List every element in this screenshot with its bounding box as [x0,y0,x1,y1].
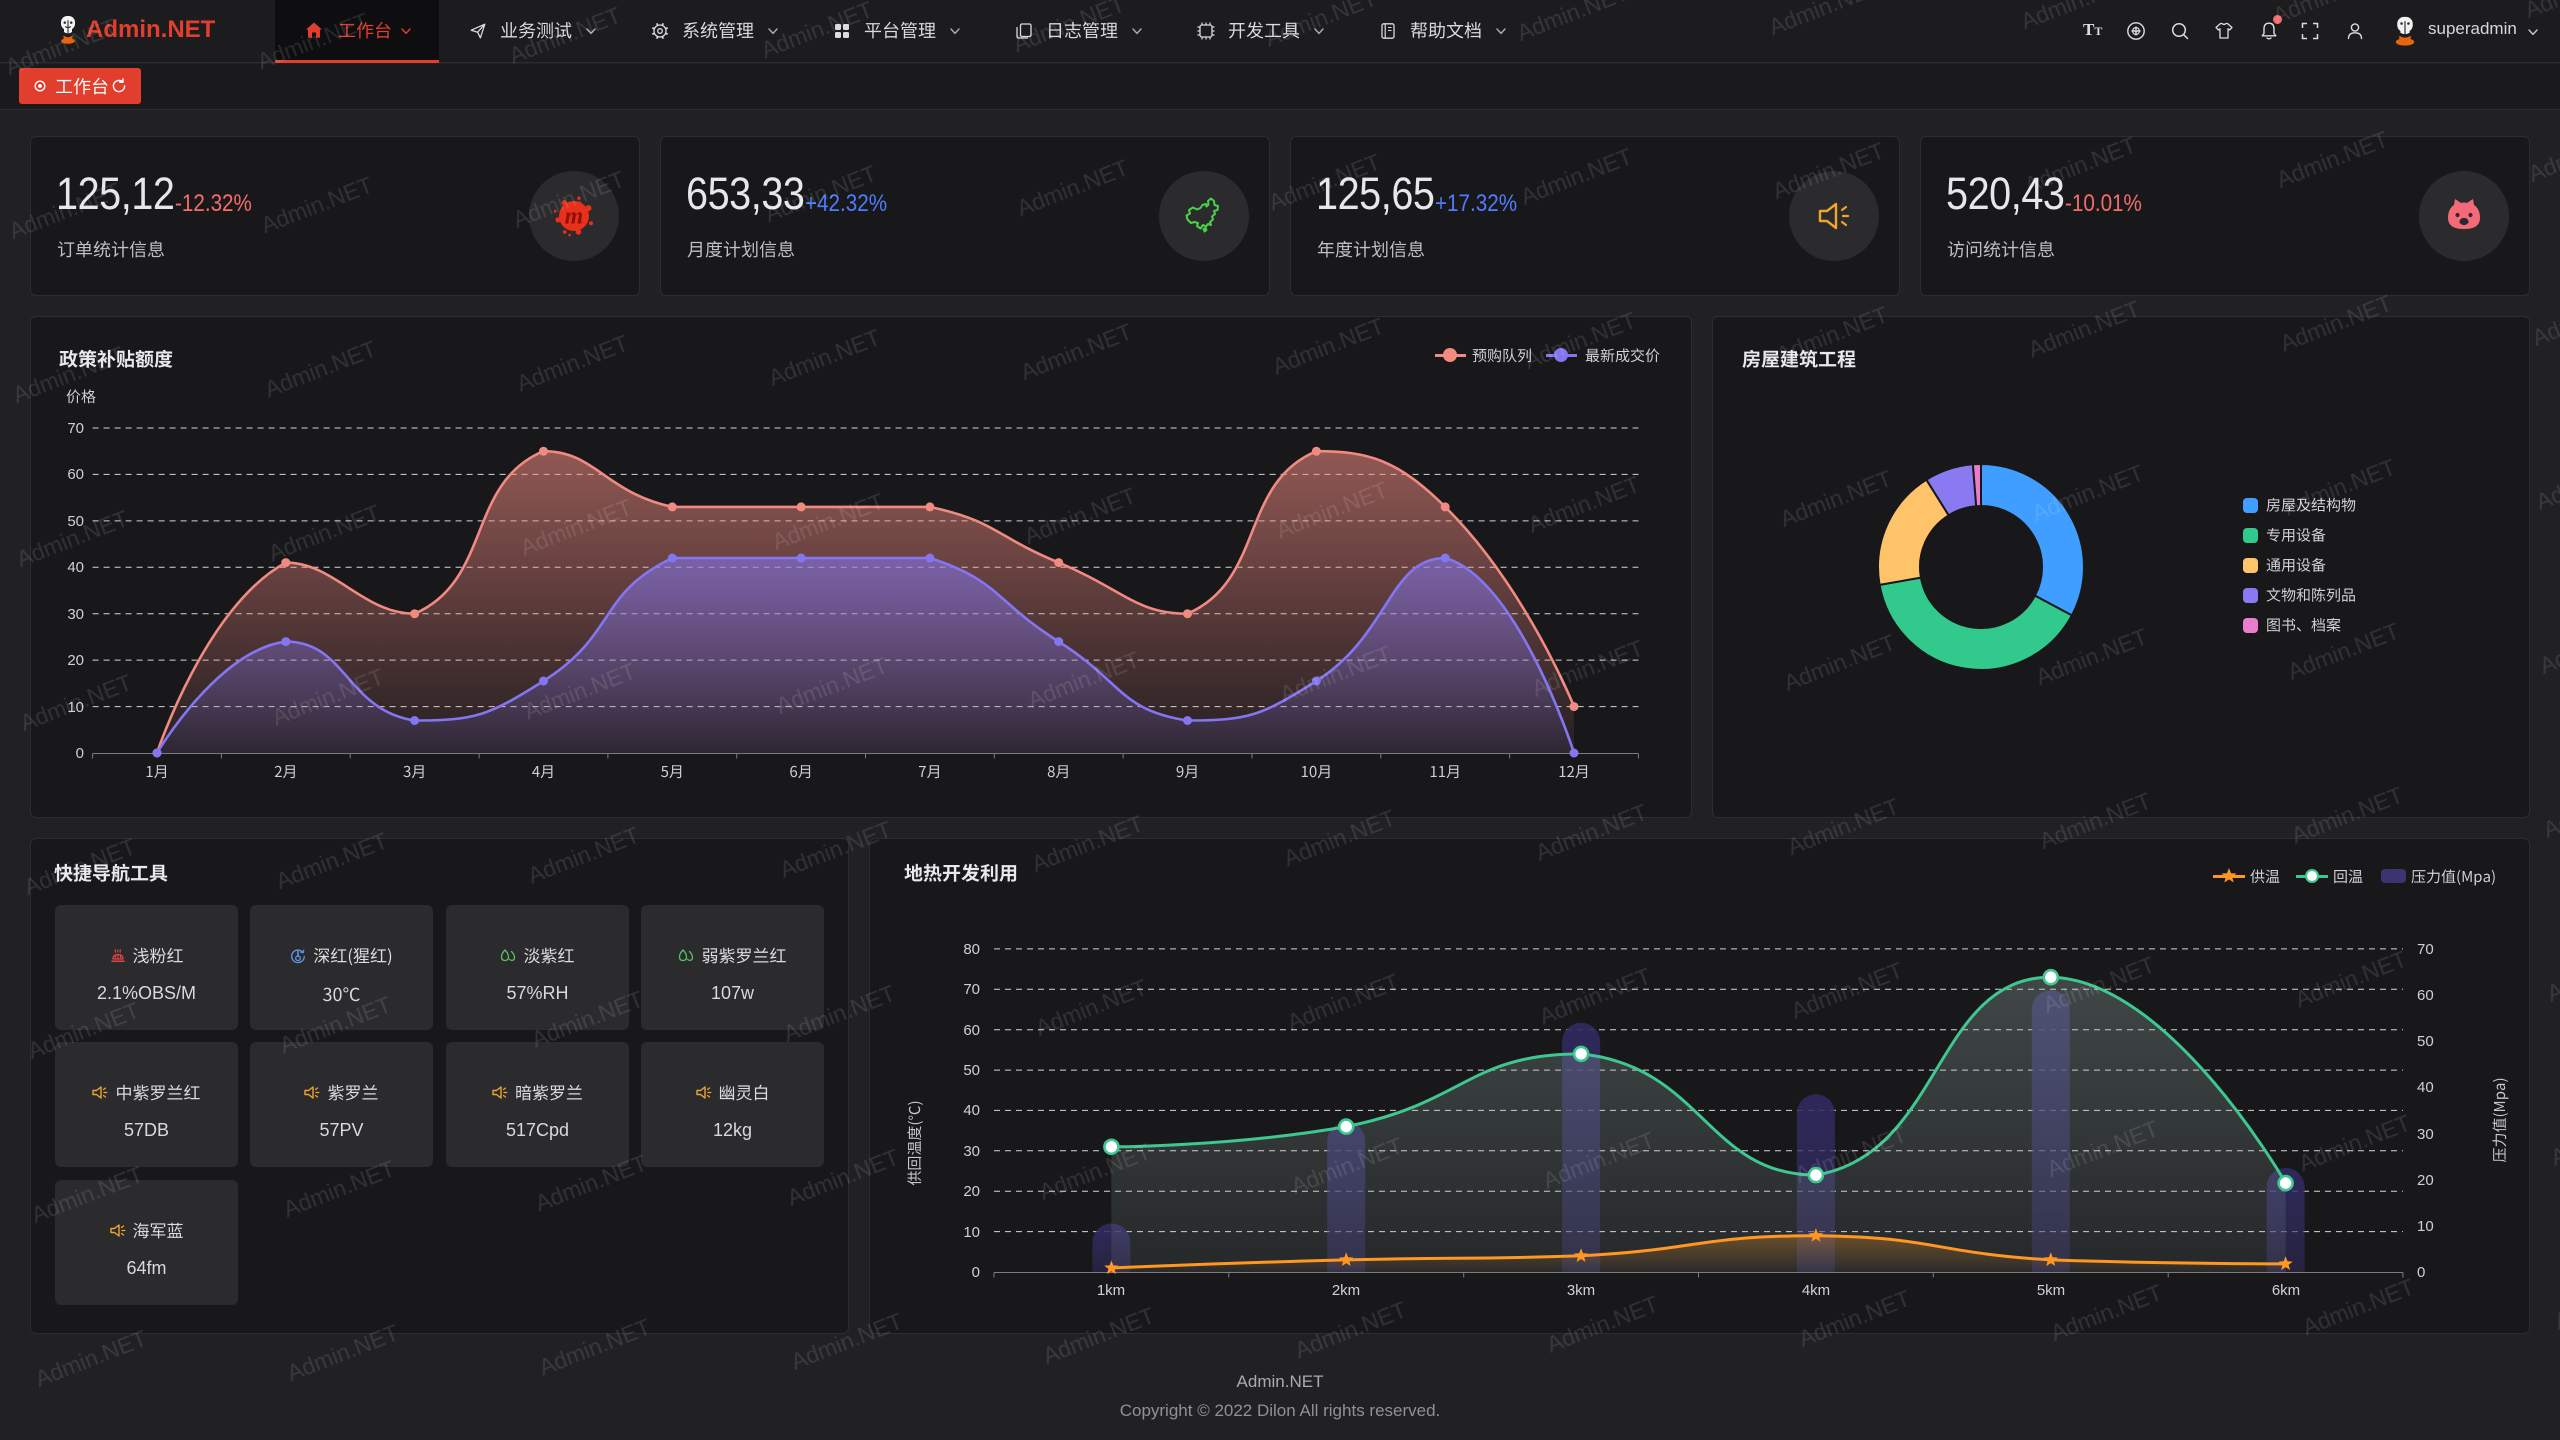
svg-text:30: 30 [67,606,84,623]
svg-text:70: 70 [963,981,980,998]
svg-text:3km: 3km [1567,1282,1595,1299]
svg-text:70: 70 [2417,941,2434,958]
svg-text:0: 0 [76,745,84,762]
svg-text:70: 70 [67,420,84,437]
svg-text:30: 30 [2417,1126,2434,1143]
svg-text:30: 30 [963,1143,980,1160]
svg-text:2km: 2km [1332,1282,1360,1299]
svg-text:0: 0 [2417,1264,2425,1281]
svg-text:4km: 4km [1802,1282,1830,1299]
svg-text:0: 0 [972,1264,980,1281]
svg-text:60: 60 [2417,987,2434,1004]
svg-text:20: 20 [2417,1172,2434,1189]
svg-text:6km: 6km [2272,1282,2300,1299]
svg-text:50: 50 [963,1062,980,1079]
svg-text:10: 10 [2417,1218,2434,1235]
svg-text:60: 60 [963,1022,980,1039]
svg-text:80: 80 [963,941,980,958]
svg-text:50: 50 [2417,1033,2434,1050]
svg-text:1km: 1km [1097,1282,1125,1299]
svg-text:10: 10 [963,1224,980,1241]
svg-text:20: 20 [67,652,84,669]
svg-text:m: m [565,204,584,230]
svg-text:40: 40 [963,1102,980,1119]
svg-text:10: 10 [67,699,84,716]
svg-text:40: 40 [2417,1079,2434,1096]
svg-text:50: 50 [67,513,84,530]
svg-text:60: 60 [67,466,84,483]
svg-text:5km: 5km [2037,1282,2065,1299]
svg-text:40: 40 [67,559,84,576]
svg-text:20: 20 [963,1183,980,1200]
